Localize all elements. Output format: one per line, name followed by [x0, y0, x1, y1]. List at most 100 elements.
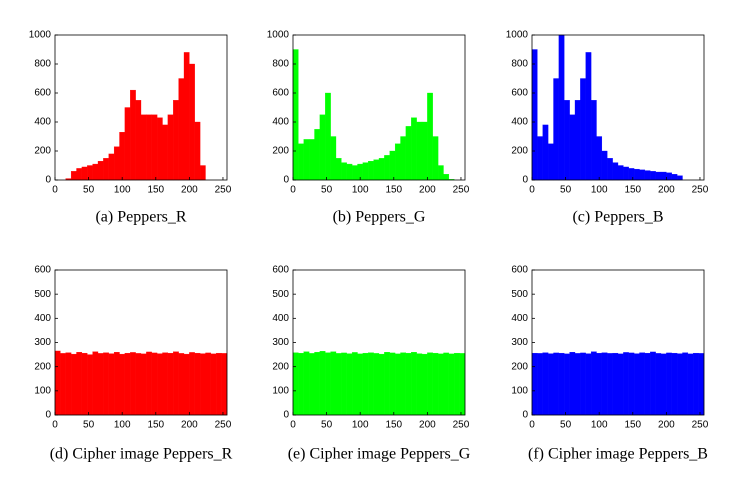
bar — [612, 352, 619, 416]
y-tick-label: 0 — [522, 175, 528, 186]
bar — [660, 171, 667, 181]
bar — [633, 353, 640, 416]
bar — [92, 351, 99, 416]
y-tick-label: 200 — [272, 146, 289, 157]
x-tick-label: 250 — [453, 420, 470, 431]
bar — [70, 171, 77, 181]
bar — [639, 169, 646, 181]
y-tick-label: 800 — [34, 59, 51, 70]
bar — [346, 163, 353, 181]
bar — [351, 352, 358, 416]
x-tick-label: 200 — [181, 420, 198, 431]
caption: (a) Peppers_R — [95, 209, 186, 226]
bar — [156, 117, 163, 181]
bar — [325, 352, 331, 416]
y-tick-label: 100 — [272, 385, 289, 396]
bar — [314, 352, 321, 416]
x-tick-label: 200 — [419, 420, 436, 431]
bar — [167, 352, 174, 416]
bar — [400, 136, 407, 181]
y-tick-label: 100 — [34, 385, 51, 396]
bar — [335, 158, 342, 181]
bar — [558, 34, 565, 181]
bar — [210, 353, 217, 416]
y-tick-label: 600 — [272, 265, 289, 276]
bar — [421, 353, 428, 416]
bar — [542, 124, 549, 181]
bar — [427, 92, 433, 181]
x-tick-label: 150 — [385, 420, 402, 431]
bar — [671, 352, 678, 416]
bar — [421, 121, 428, 181]
bar — [341, 162, 347, 181]
bar — [194, 121, 201, 181]
bar — [633, 168, 640, 181]
bar — [623, 352, 629, 416]
x-tick-label: 150 — [385, 185, 402, 196]
bar — [362, 352, 369, 416]
bar — [580, 352, 586, 416]
y-tick-label: 300 — [511, 337, 528, 348]
x-tick-label: 50 — [560, 420, 572, 431]
bar — [130, 89, 136, 181]
bar — [617, 353, 624, 416]
bar — [292, 352, 299, 416]
y-tick-label: 0 — [45, 175, 51, 186]
bar — [590, 351, 597, 416]
bar — [378, 353, 385, 416]
bar — [411, 117, 417, 181]
x-tick-label: 100 — [352, 420, 369, 431]
bar — [81, 352, 88, 416]
y-tick-label: 400 — [511, 313, 528, 324]
bar — [167, 114, 174, 181]
bar — [368, 352, 374, 416]
bar — [124, 107, 131, 181]
bar — [601, 150, 608, 181]
bar — [183, 52, 190, 181]
bar — [113, 146, 120, 181]
bar — [308, 139, 315, 181]
bar — [682, 352, 689, 416]
bar — [65, 352, 72, 416]
bar — [151, 114, 158, 181]
bar — [97, 160, 104, 181]
y-tick-label: 100 — [511, 385, 528, 396]
bar — [325, 92, 331, 181]
x-tick-label: 0 — [52, 185, 58, 196]
bar — [531, 49, 538, 181]
bar — [108, 353, 115, 416]
bar — [389, 352, 396, 416]
y-tick-label: 200 — [511, 146, 528, 157]
x-tick-label: 50 — [83, 185, 95, 196]
bar — [178, 353, 185, 416]
x-tick-label: 50 — [321, 420, 333, 431]
bar — [607, 158, 613, 181]
bar — [698, 353, 705, 416]
bar — [443, 352, 450, 416]
bar — [319, 351, 326, 416]
bar — [623, 166, 629, 181]
bar — [124, 352, 131, 416]
bar — [405, 126, 412, 181]
bar — [432, 136, 439, 181]
bar — [542, 352, 549, 416]
bar — [687, 353, 694, 416]
x-tick-label: 100 — [114, 185, 131, 196]
y-tick-label: 400 — [34, 313, 51, 324]
bar — [162, 352, 169, 416]
y-tick-label: 300 — [272, 337, 289, 348]
caption: (c) Peppers_B — [572, 209, 663, 226]
bar — [113, 352, 120, 416]
caption: (d) Cipher image Peppers_R — [50, 446, 233, 463]
y-tick-label: 0 — [283, 410, 289, 421]
bar — [676, 175, 683, 181]
bar — [119, 131, 126, 181]
bar — [596, 136, 603, 181]
bar — [666, 352, 672, 416]
y-tick-label: 200 — [272, 361, 289, 372]
x-tick-label: 0 — [290, 185, 296, 196]
bar — [628, 168, 635, 181]
bar — [368, 160, 374, 181]
bar — [564, 100, 570, 181]
bar — [81, 166, 88, 181]
